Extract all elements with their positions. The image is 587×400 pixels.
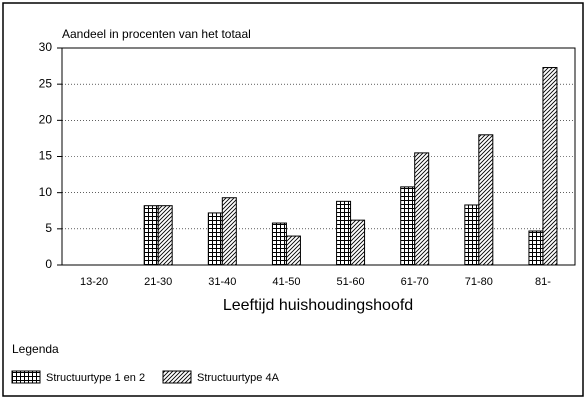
- x-tick-label: 81-: [535, 276, 551, 288]
- bar: [542, 67, 558, 266]
- bar: [464, 204, 480, 266]
- bar: [350, 219, 366, 266]
- bar: [285, 235, 301, 266]
- bar: [400, 186, 416, 266]
- y-tick-label: 25: [39, 76, 53, 90]
- chart-title: Aandeel in procenten van het totaal: [62, 27, 251, 41]
- legend-label: Structuurtype 4A: [197, 372, 280, 384]
- bar: [336, 200, 352, 266]
- bar: [207, 212, 223, 266]
- legend-title: Legenda: [12, 342, 59, 356]
- legend-swatch: [11, 370, 41, 384]
- y-tick-label: 30: [39, 40, 53, 54]
- x-tick-label: 61-70: [401, 276, 429, 288]
- x-axis-label: Leeftijd huishoudingshoofd: [223, 297, 413, 314]
- x-tick-label: 41-50: [272, 276, 300, 288]
- bar: [143, 205, 159, 266]
- plot-area: [61, 47, 576, 266]
- frame: [2, 2, 584, 397]
- x-tick-label: 71-80: [465, 276, 493, 288]
- x-tick-label: 31-40: [208, 276, 236, 288]
- x-tick-label: 21-30: [144, 276, 172, 288]
- bar: [221, 197, 237, 266]
- x-tick-label: 13-20: [80, 276, 108, 288]
- bar: [414, 152, 430, 266]
- y-tick-label: 15: [39, 149, 53, 163]
- y-tick-label: 10: [39, 185, 53, 199]
- bar: [271, 222, 287, 266]
- bar: [528, 230, 544, 266]
- x-tick-label: 51-60: [336, 276, 364, 288]
- bar: [478, 134, 494, 266]
- y-tick-label: 20: [39, 113, 53, 127]
- bar: [157, 205, 173, 266]
- y-tick-label: 5: [45, 221, 52, 235]
- legend-swatch: [162, 370, 192, 384]
- legend-label: Structuurtype 1 en 2: [46, 372, 145, 384]
- y-tick-label: 0: [45, 257, 52, 271]
